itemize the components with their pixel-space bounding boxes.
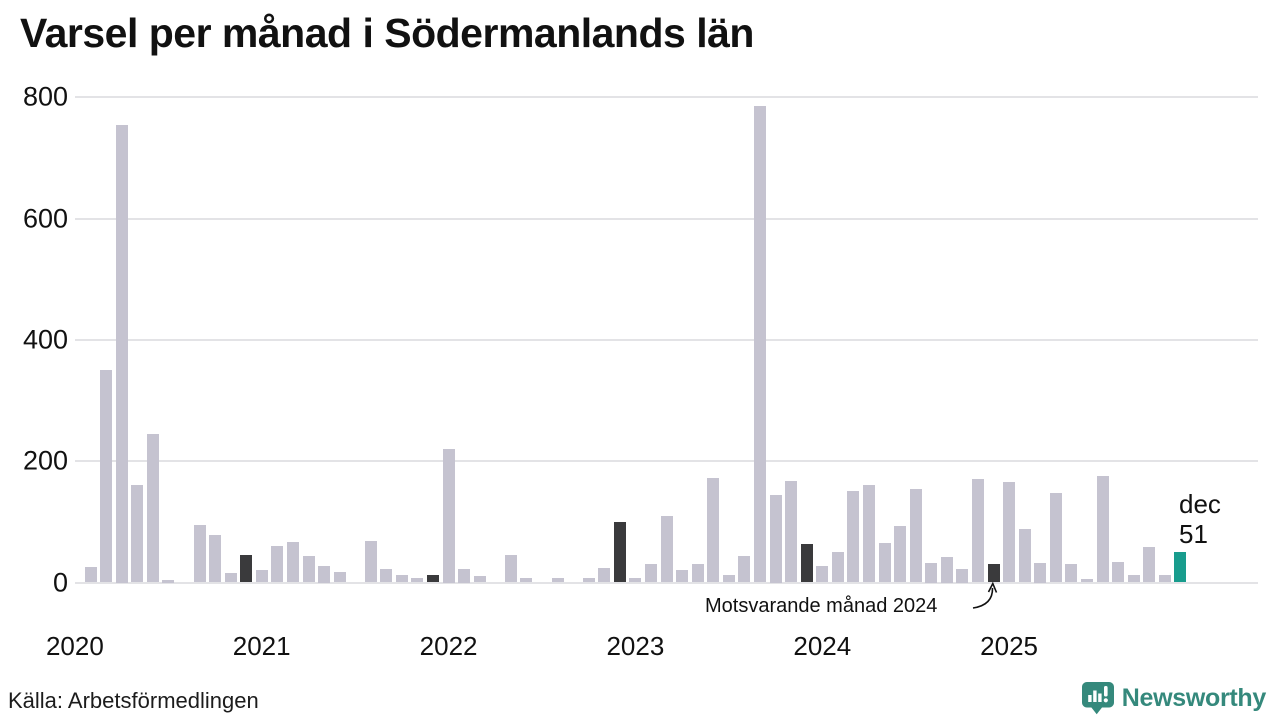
brand-logo: Newsworthy <box>1081 681 1266 716</box>
bar-2023-09 <box>754 106 766 583</box>
gridline-0 <box>75 581 1258 584</box>
bar-2021-08 <box>364 541 377 583</box>
bar-2023-06 <box>707 478 720 583</box>
bar-2023-01 <box>629 578 642 583</box>
bar-2021-12 <box>427 574 439 583</box>
bar-2020-06 <box>146 433 159 583</box>
bar-2020-12 <box>240 555 253 583</box>
bar-2020-04 <box>115 124 128 583</box>
bar-2020-02 <box>84 567 97 583</box>
annotation-text: Motsvarande månad 2024 <box>705 595 938 617</box>
bar-2021-02 <box>271 546 284 583</box>
bar-2025-11 <box>1158 575 1171 583</box>
bar-2022-01 <box>442 449 455 583</box>
x-tick-label-2022: 2022 <box>419 631 478 661</box>
bar-2023-02 <box>645 564 657 583</box>
bar-2024-09 <box>940 557 953 583</box>
y-tick-label-600: 600 <box>22 203 68 234</box>
bar-2024-05 <box>878 543 891 583</box>
bar-2021-01 <box>255 570 268 583</box>
annotation-arrow-icon <box>972 581 998 609</box>
bar-2022-08 <box>551 577 564 583</box>
x-tick-label-2021: 2021 <box>232 631 291 661</box>
bar-2022-10 <box>582 577 595 583</box>
bar-2022-05 <box>504 554 517 583</box>
bar-2020-09 <box>193 524 206 583</box>
bar-2024-03 <box>847 490 860 583</box>
bar-2024-04 <box>863 485 875 583</box>
y-tick-label-0: 0 <box>52 567 68 597</box>
bar-2023-04 <box>676 570 689 583</box>
y-tick-label-200: 200 <box>22 445 68 476</box>
bar-2022-02 <box>458 568 471 583</box>
bar-2021-10 <box>395 574 408 583</box>
bar-2024-11 <box>972 478 984 583</box>
bar-2025-01 <box>1003 482 1016 583</box>
bar-2025-05 <box>1065 563 1078 583</box>
bar-2025-08 <box>1112 561 1125 583</box>
bar-2024-08 <box>925 562 938 583</box>
bar-2020-03 <box>100 370 112 583</box>
bar-2022-11 <box>598 567 611 583</box>
bar-2024-02 <box>831 552 844 583</box>
bar-2021-06 <box>333 572 346 583</box>
bar-2021-03 <box>286 541 299 583</box>
bar-2023-08 <box>738 556 751 583</box>
bar-2023-03 <box>660 515 673 583</box>
bar-2025-02 <box>1018 529 1031 583</box>
bar-2023-07 <box>722 575 735 583</box>
bar-2023-05 <box>691 564 704 583</box>
bar-2024-10 <box>956 568 969 583</box>
x-tick-label-2024: 2024 <box>793 631 852 661</box>
bar-2021-11 <box>411 577 424 583</box>
bar-2021-09 <box>380 569 393 583</box>
newsworthy-icon <box>1081 682 1114 715</box>
gridline-400 <box>75 338 1258 341</box>
bar-2021-04 <box>302 556 315 583</box>
bar-2024-06 <box>894 526 907 583</box>
bar-2020-11 <box>224 573 237 583</box>
brand-name: Newsworthy <box>1121 684 1267 712</box>
bar-2020-05 <box>131 485 144 583</box>
bar-2023-11 <box>785 480 798 583</box>
bar-2025-06 <box>1081 578 1093 583</box>
bar-2025-10 <box>1143 547 1156 583</box>
source-caption: Källa: Arbetsförmedlingen <box>8 688 259 713</box>
y-tick-label-800: 800 <box>22 81 68 112</box>
y-tick-label-400: 400 <box>22 324 68 355</box>
bar-2023-12 <box>800 544 813 583</box>
bar-2024-07 <box>909 489 922 583</box>
bar-2025-07 <box>1096 476 1109 583</box>
bar-2022-03 <box>473 576 486 583</box>
bar-2022-12 <box>613 521 626 583</box>
x-tick-label-2020: 2020 <box>45 631 104 661</box>
bar-2020-07 <box>162 579 175 583</box>
bar-2025-03 <box>1034 562 1047 583</box>
bar-2022-06 <box>520 578 533 583</box>
bar-2025-12 <box>1174 551 1187 583</box>
bar-2023-10 <box>769 494 782 583</box>
bar-2024-12 <box>987 563 1000 583</box>
gridline-600 <box>75 217 1258 220</box>
x-tick-label-2023: 2023 <box>606 631 665 661</box>
gridline-800 <box>75 96 1258 99</box>
bar-2024-01 <box>816 566 829 583</box>
bar-2021-05 <box>318 565 330 583</box>
chart-title: Varsel per månad i Södermanlands län <box>20 10 754 56</box>
current-month-value: 51 <box>1179 519 1208 549</box>
gridline-200 <box>75 460 1258 463</box>
current-month-name: dec <box>1179 489 1221 519</box>
bar-2020-10 <box>209 535 221 583</box>
bar-2025-09 <box>1127 575 1140 583</box>
bar-2025-04 <box>1049 492 1062 583</box>
x-tick-label-2025: 2025 <box>980 631 1039 661</box>
current-month-label: dec 51 <box>1179 489 1221 549</box>
